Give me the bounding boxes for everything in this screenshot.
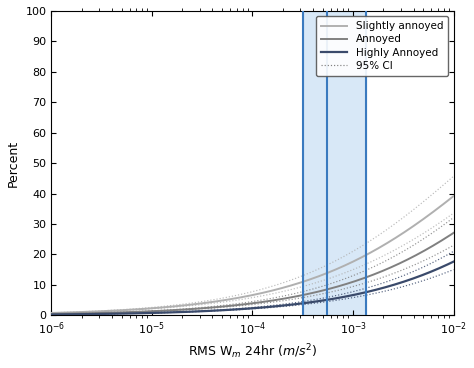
Y-axis label: Percent: Percent xyxy=(7,139,20,187)
Bar xyxy=(303,11,366,315)
X-axis label: RMS W$_m$ 24hr ($m/s^2$): RMS W$_m$ 24hr ($m/s^2$) xyxy=(188,342,317,361)
Legend: Slightly annoyed, Annoyed, Highly Annoyed, 95% CI: Slightly annoyed, Annoyed, Highly Annoye… xyxy=(316,16,448,76)
